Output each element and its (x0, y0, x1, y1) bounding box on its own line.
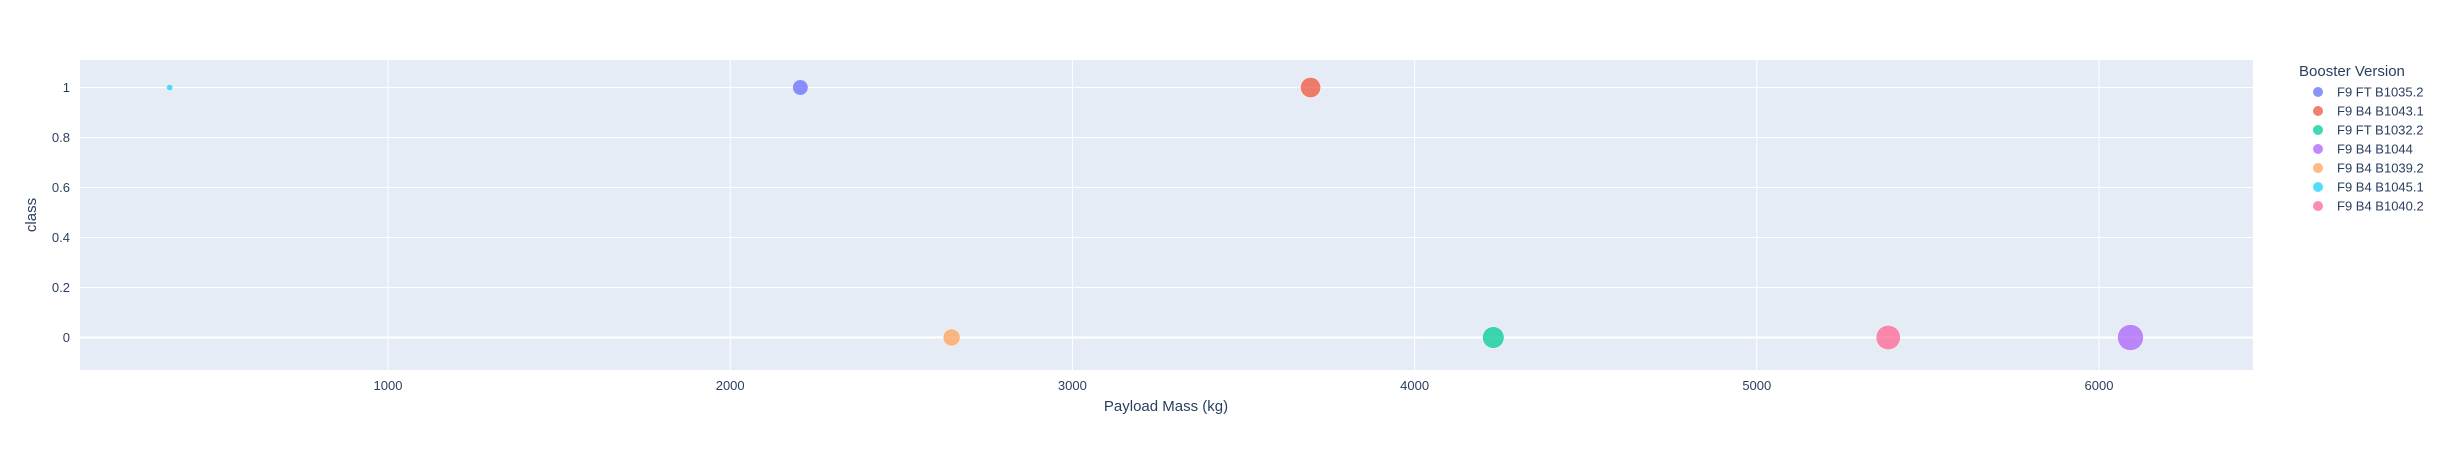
legend-item-label: F9 B4 B1044 (2337, 142, 2413, 157)
data-point (1300, 77, 1321, 98)
legend-marker (2313, 144, 2323, 154)
legend: Booster Version F9 FT B1035.2 F9 B4 B1043… (2299, 63, 2424, 214)
data-point (942, 328, 961, 347)
data-point (792, 79, 809, 96)
x-tick-label: 2000 (716, 378, 745, 393)
y-tick-label: 0.6 (52, 180, 70, 195)
legend-items: F9 FT B1035.2 F9 B4 B1043.1 F9 FT B1032.2 F… (2313, 85, 2424, 214)
legend-item-label: F9 B4 B1045.1 (2337, 180, 2424, 195)
legend-marker (2313, 182, 2323, 192)
legend-item-label: F9 B4 B1040.2 (2337, 199, 2424, 214)
data-point (1482, 326, 1505, 349)
y-tick-label: 0.8 (52, 130, 70, 145)
x-gridlines (387, 60, 2100, 370)
x-tick-label: 6000 (2085, 378, 2114, 393)
legend-marker (2313, 163, 2323, 173)
plot-background (80, 60, 2253, 370)
y-tick-labels: 0 0.2 0.4 0.6 0.8 1 (52, 80, 70, 345)
y-tick-label: 0.4 (52, 230, 70, 245)
legend-item-label: F9 B4 B1043.1 (2337, 104, 2424, 119)
x-tick-labels: 1000 2000 3000 4000 5000 6000 (374, 378, 2114, 393)
x-tick-label: 4000 (1400, 378, 1429, 393)
legend-marker (2313, 201, 2323, 211)
legend-item-label: F9 B4 B1039.2 (2337, 161, 2424, 176)
legend-marker (2313, 87, 2323, 97)
x-tick-label: 3000 (1058, 378, 1087, 393)
x-tick-label: 1000 (374, 378, 403, 393)
x-axis-title: Payload Mass (kg) (1104, 398, 1228, 415)
legend-marker (2313, 106, 2323, 116)
x-tick-label: 5000 (1742, 378, 1771, 393)
data-point (1875, 325, 1901, 350)
legend-marker (2313, 125, 2323, 135)
y-tick-label: 0 (63, 330, 70, 345)
y-axis-title: class (23, 198, 40, 232)
data-point (2117, 324, 2144, 351)
data-point (166, 84, 174, 91)
y-tick-label: 1 (63, 80, 70, 95)
legend-title: Booster Version (2299, 63, 2405, 80)
data-markers (166, 77, 2144, 351)
y-tick-label: 0.2 (52, 280, 70, 295)
legend-item-label: F9 FT B1035.2 (2337, 85, 2423, 100)
legend-item-label: F9 FT B1032.2 (2337, 123, 2423, 138)
